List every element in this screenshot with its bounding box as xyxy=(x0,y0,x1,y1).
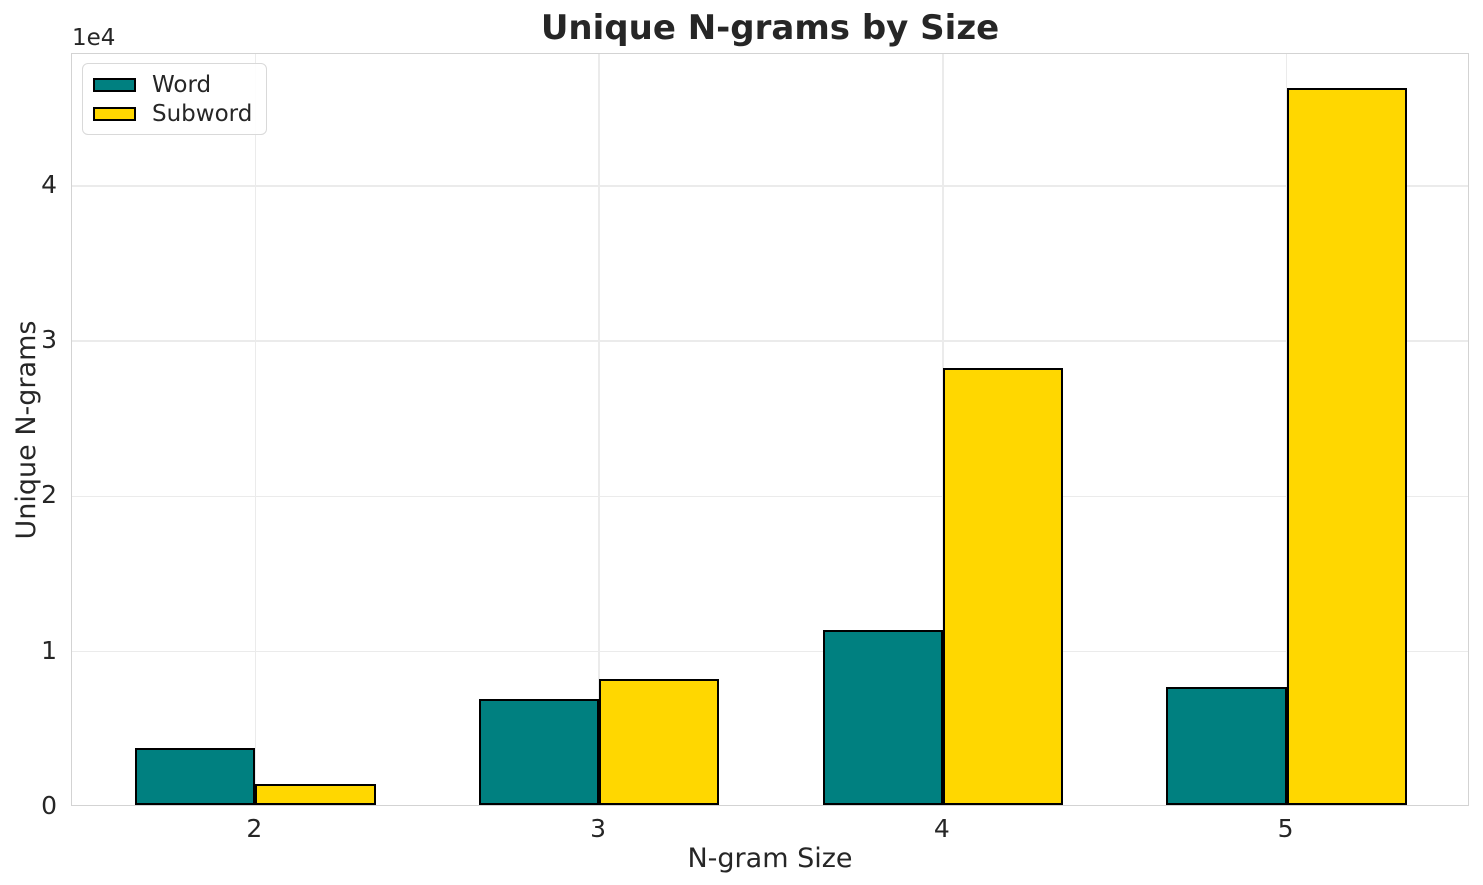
x-axis-label: N-gram Size xyxy=(687,843,853,874)
y-axis-offset-text: 1e4 xyxy=(72,25,116,51)
bar-subword-4 xyxy=(942,367,1064,805)
chart-title: Unique N-grams by Size xyxy=(540,8,1000,48)
bar-word-5 xyxy=(1166,687,1287,805)
gridline-horizontal xyxy=(72,185,1468,187)
bar-subword-2 xyxy=(255,784,376,805)
x-tick-label: 2 xyxy=(246,814,263,843)
legend-swatch-subword xyxy=(93,106,136,121)
bar-word-3 xyxy=(478,699,600,805)
legend-item-word: Word xyxy=(93,70,252,99)
bar-word-2 xyxy=(135,747,256,805)
legend-swatch-word xyxy=(93,77,136,92)
legend-label-word: Word xyxy=(152,71,212,98)
bar-subword-3 xyxy=(599,679,720,805)
y-tick-label: 1 xyxy=(41,635,57,665)
legend: Word Subword xyxy=(82,63,268,135)
legend-label-subword: Subword xyxy=(152,100,253,127)
legend-item-subword: Subword xyxy=(93,99,252,128)
x-tick-label: 5 xyxy=(1277,814,1294,843)
plot-area: Word Subword xyxy=(71,53,1469,806)
gridline-horizontal xyxy=(72,340,1468,342)
y-tick-label: 0 xyxy=(41,791,57,820)
x-tick-label: 3 xyxy=(590,814,607,843)
y-tick-label: 3 xyxy=(41,325,57,355)
y-tick-label: 4 xyxy=(41,169,57,199)
gridline-horizontal xyxy=(72,650,1468,653)
gridline-vertical xyxy=(598,54,600,805)
bar-word-4 xyxy=(822,629,943,805)
x-tick-label: 4 xyxy=(933,814,950,843)
gridline-vertical xyxy=(254,54,257,805)
gridline-horizontal xyxy=(72,495,1468,498)
bar-subword-5 xyxy=(1286,87,1407,805)
y-tick-label: 2 xyxy=(41,480,57,510)
